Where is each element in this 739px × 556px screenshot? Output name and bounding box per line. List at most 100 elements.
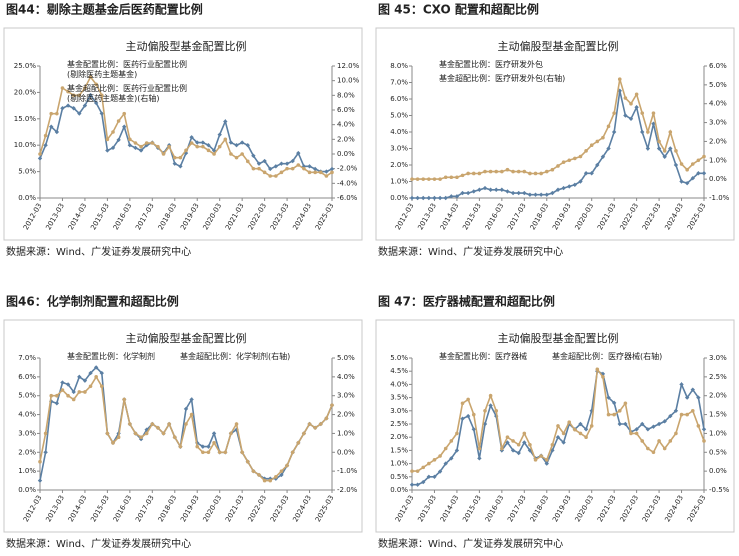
point <box>544 169 549 174</box>
point <box>82 103 88 108</box>
point <box>313 170 317 175</box>
point <box>239 140 245 145</box>
x-tick-label: 2025-03 <box>314 202 336 231</box>
point <box>623 96 628 100</box>
x-tick-label: 2014-03 <box>67 494 89 523</box>
x-tick-label: 2020-03 <box>202 494 224 523</box>
point <box>211 431 217 436</box>
point <box>449 194 454 199</box>
point <box>43 133 48 138</box>
point <box>454 194 460 199</box>
legend: 基金配置比例：化学制剂 基金超配比例：化学制剂(右轴) <box>46 346 290 362</box>
point <box>629 431 633 436</box>
point <box>482 185 488 191</box>
point <box>623 113 628 118</box>
y2-tick-label: -1.0% <box>709 194 730 202</box>
point <box>640 421 645 427</box>
y-tick-label: 7.0% <box>390 79 408 87</box>
point <box>212 441 216 445</box>
point <box>538 192 544 197</box>
point <box>550 190 555 196</box>
x-tick-label: 2015-03 <box>461 202 483 231</box>
point <box>54 401 60 406</box>
x-tick-label: 2019-03 <box>179 202 201 231</box>
point <box>516 169 521 174</box>
point <box>122 111 127 116</box>
x-tick-label: 2013-03 <box>44 494 66 523</box>
x-tick-label: 2024-03 <box>291 202 313 231</box>
point <box>612 111 616 115</box>
point <box>555 187 561 192</box>
point <box>684 395 690 400</box>
y-tick-label: 0.0% <box>390 194 408 202</box>
y-tick-label: 3.5% <box>390 394 408 402</box>
point <box>38 459 42 464</box>
point <box>578 421 583 427</box>
point <box>133 141 138 145</box>
y-tick-label: 4.0% <box>390 128 408 136</box>
y-tick-label: 2.0% <box>18 448 36 456</box>
point <box>55 111 59 116</box>
point <box>550 167 555 172</box>
point <box>421 177 426 181</box>
point <box>133 145 138 151</box>
x-tick-label: 2017-03 <box>506 202 528 231</box>
point <box>432 195 437 201</box>
point <box>437 469 443 474</box>
point <box>234 422 239 426</box>
point <box>245 143 250 148</box>
y2-tick-label: 2.5% <box>709 373 727 381</box>
point <box>432 177 437 181</box>
y-tick-label: 4.0% <box>390 380 408 388</box>
point <box>421 479 426 485</box>
point <box>696 171 701 176</box>
legend-item: 基金超配比例：医疗器械(右轴) <box>531 352 662 362</box>
point <box>499 187 505 192</box>
point <box>60 380 65 385</box>
point <box>477 171 482 176</box>
point <box>539 454 543 458</box>
point <box>483 169 487 174</box>
point <box>505 435 510 440</box>
source-note: 数据来源：Wind、广发证券发展研究中心 <box>378 245 563 258</box>
point <box>150 141 155 145</box>
point <box>427 461 431 466</box>
point <box>318 422 323 426</box>
point <box>99 370 104 376</box>
y-tick-label: 7.0% <box>18 354 36 362</box>
point <box>49 393 54 398</box>
point <box>184 148 188 153</box>
point <box>71 93 76 98</box>
point <box>696 424 701 428</box>
point <box>144 431 149 436</box>
point <box>702 439 706 443</box>
point <box>290 166 295 171</box>
y2-tick-label: 10.0% <box>337 77 360 85</box>
y2-tick-label: 4.0% <box>337 121 355 129</box>
point <box>415 482 420 487</box>
x-tick-label: 2015-03 <box>89 202 111 231</box>
point <box>94 375 98 379</box>
legend-key <box>418 346 436 362</box>
point <box>93 365 99 370</box>
point <box>561 440 566 445</box>
y2-tick-label: 1.0% <box>709 429 727 437</box>
point <box>307 422 312 426</box>
point <box>556 424 560 428</box>
point <box>189 412 194 417</box>
point <box>427 177 431 181</box>
point <box>138 148 144 153</box>
legend-label: 基金配置比例：化学制剂 <box>67 352 155 361</box>
point <box>617 421 622 427</box>
point <box>443 195 448 201</box>
point <box>668 413 673 419</box>
x-tick-label: 2014-03 <box>439 202 461 231</box>
point <box>578 431 583 436</box>
point <box>217 450 222 455</box>
source-note: 数据来源：Wind、广发证券发展研究中心 <box>378 537 563 550</box>
x-tick-label: 2020-03 <box>202 202 224 231</box>
point <box>324 416 329 421</box>
point <box>578 179 583 184</box>
x-tick-label: 2023-03 <box>269 494 291 523</box>
point <box>601 135 605 140</box>
